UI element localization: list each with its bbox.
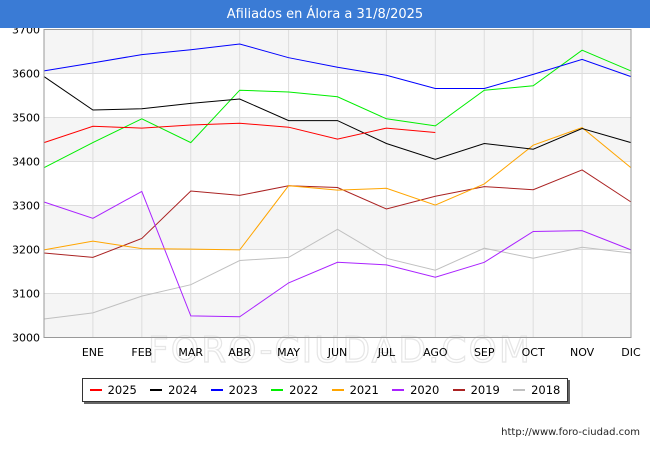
legend: 2025 2024 2023 2022 2021 2020 2019 2018 [82,378,568,402]
series-line-2025 [43,122,436,144]
series-line-2018 [43,228,632,320]
y-tick-label: 3100 [12,288,40,301]
legend-item-2024: 2024 [150,383,197,397]
y-tick-label: 3400 [12,156,40,169]
legend-swatch [89,389,102,391]
x-tick-label: SEP [474,346,495,359]
series-line-2023 [43,43,632,89]
x-tick-label: ENE [82,346,104,359]
x-tick-label: ABR [228,346,251,359]
legend-item-2021: 2021 [331,383,379,397]
y-tick-label: 3200 [12,244,40,257]
x-tick-labels: ENE FEB MAR ABR MAY JUN JUL AGO SEP OCT NOV DIC [82,346,641,359]
x-tick-label: MAR [178,346,203,359]
legend-swatch [452,389,465,391]
legend-swatch [331,389,344,391]
series-line-2019 [43,169,632,258]
legend-swatch [513,389,526,391]
x-tick-label: NOV [570,346,595,359]
y-tick-label: 3300 [12,200,40,213]
y-tick-label: 3500 [12,112,40,125]
legend-swatch [392,389,405,391]
x-tick-label: MAY [277,346,300,359]
legend-label: 2024 [168,383,198,397]
x-tick-label: DIC [621,346,641,359]
legend-swatch [150,389,163,391]
y-tick-label: 3600 [12,68,40,81]
x-tick-label: OCT [522,346,545,359]
x-tick-label: AGO [423,346,448,359]
legend-item-2023: 2023 [210,383,258,397]
legend-label: 2020 [410,383,440,397]
series-line-2024 [43,76,632,160]
legend-label: 2021 [349,383,379,397]
y-tick-label: 3000 [12,332,40,345]
legend-label: 2022 [289,383,319,397]
legend-item-2018: 2018 [513,383,560,397]
legend-label: 2019 [470,383,500,397]
series-lines [43,43,632,320]
watermark: FORO-CIUDAD.COM [148,330,532,371]
series-line-2022 [43,49,632,169]
legend-item-2025: 2025 [89,383,137,397]
legend-label: 2025 [107,383,137,397]
page-title: Afiliados en Álora a 31/8/2025 [226,6,424,22]
legend-label: 2018 [531,383,561,397]
legend-swatch [271,389,284,391]
x-tick-label: JUN [327,346,348,359]
plot-frame [43,29,632,338]
x-tick-label: FEB [131,346,152,359]
series-line-2021 [43,127,632,251]
legend-item-2022: 2022 [271,383,318,397]
legend-label: 2023 [228,383,258,397]
legend-swatch [210,389,223,391]
x-tick-label: JUL [377,346,396,359]
series-line-2020 [43,190,632,318]
chart-title-bar: Afiliados en Álora a 31/8/2025 [0,0,650,28]
legend-item-2020: 2020 [392,383,439,397]
source-link[interactable]: http://www.foro-ciudad.com [501,427,640,438]
legend-item-2019: 2019 [452,383,500,397]
